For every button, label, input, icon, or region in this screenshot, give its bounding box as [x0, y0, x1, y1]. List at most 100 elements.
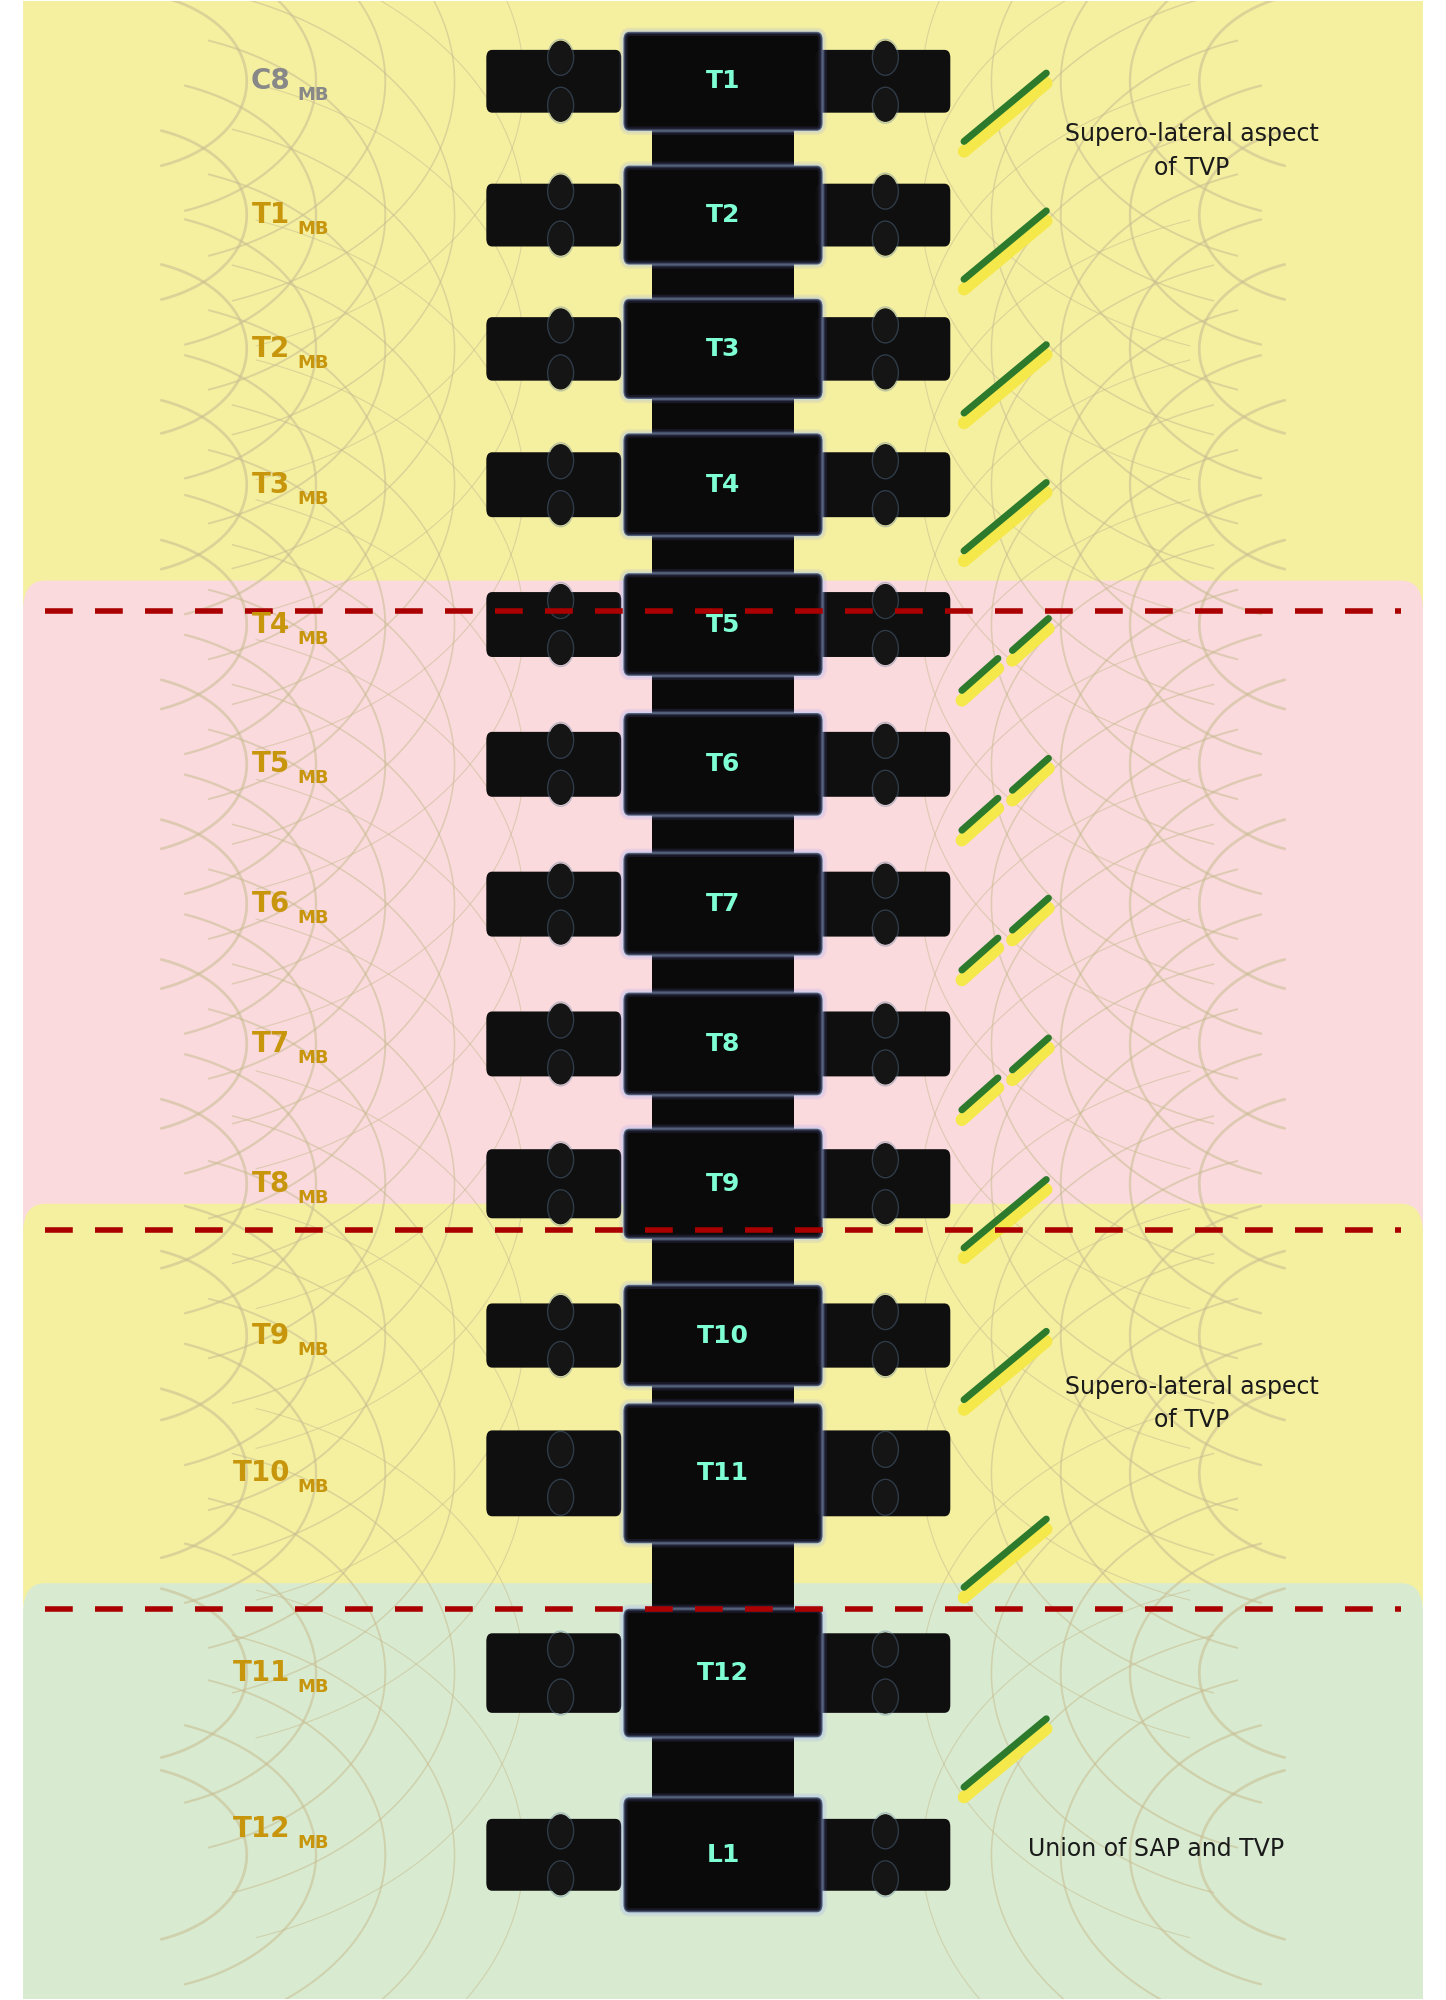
- Text: T5: T5: [252, 750, 291, 778]
- Circle shape: [873, 1052, 897, 1084]
- FancyBboxPatch shape: [486, 1304, 622, 1368]
- Text: MB: MB: [298, 220, 328, 238]
- FancyBboxPatch shape: [623, 1608, 823, 1738]
- Text: T10: T10: [233, 1460, 291, 1488]
- Circle shape: [873, 632, 897, 664]
- Circle shape: [549, 772, 573, 804]
- Circle shape: [873, 1682, 897, 1714]
- FancyBboxPatch shape: [816, 1012, 950, 1076]
- FancyBboxPatch shape: [23, 0, 1423, 630]
- Circle shape: [549, 1052, 573, 1084]
- FancyBboxPatch shape: [816, 318, 950, 380]
- Circle shape: [549, 492, 573, 524]
- Text: Union of SAP and TVP: Union of SAP and TVP: [1028, 1836, 1284, 1860]
- Text: MB: MB: [298, 490, 328, 508]
- Text: Supero-lateral aspect
of TVP: Supero-lateral aspect of TVP: [1066, 1374, 1319, 1432]
- Text: MB: MB: [298, 630, 328, 648]
- FancyBboxPatch shape: [23, 1204, 1423, 1630]
- FancyBboxPatch shape: [486, 452, 622, 518]
- FancyBboxPatch shape: [623, 712, 823, 816]
- Text: T2: T2: [252, 334, 291, 362]
- Circle shape: [873, 1344, 897, 1376]
- Circle shape: [873, 90, 897, 122]
- Text: T11: T11: [233, 1660, 291, 1688]
- Text: L1: L1: [706, 1842, 740, 1866]
- FancyBboxPatch shape: [486, 318, 622, 380]
- FancyBboxPatch shape: [486, 50, 622, 112]
- Text: MB: MB: [298, 770, 328, 788]
- Bar: [652, 1088, 794, 1140]
- Text: C8: C8: [250, 68, 291, 96]
- Circle shape: [549, 912, 573, 944]
- Text: MB: MB: [298, 1478, 328, 1496]
- Bar: [652, 1230, 794, 1288]
- Bar: [652, 392, 794, 442]
- Text: MB: MB: [298, 1048, 328, 1066]
- FancyBboxPatch shape: [623, 1128, 823, 1238]
- FancyBboxPatch shape: [623, 1798, 823, 1912]
- FancyBboxPatch shape: [816, 732, 950, 796]
- Circle shape: [549, 1192, 573, 1224]
- Text: T10: T10: [697, 1324, 749, 1348]
- Circle shape: [873, 1814, 897, 1846]
- Text: MB: MB: [298, 1834, 328, 1852]
- Text: T3: T3: [706, 336, 740, 360]
- Circle shape: [549, 90, 573, 122]
- Circle shape: [549, 176, 573, 208]
- Bar: [652, 256, 794, 308]
- FancyBboxPatch shape: [23, 1584, 1423, 2000]
- Text: T12: T12: [233, 1814, 291, 1842]
- Circle shape: [549, 724, 573, 756]
- FancyBboxPatch shape: [486, 1430, 622, 1516]
- Circle shape: [549, 1634, 573, 1666]
- Circle shape: [549, 1814, 573, 1846]
- FancyBboxPatch shape: [486, 1818, 622, 1890]
- FancyBboxPatch shape: [623, 1284, 823, 1386]
- FancyBboxPatch shape: [816, 592, 950, 656]
- FancyBboxPatch shape: [816, 452, 950, 518]
- Text: T9: T9: [252, 1322, 291, 1350]
- Text: T6: T6: [706, 752, 740, 776]
- FancyBboxPatch shape: [486, 184, 622, 246]
- Text: T4: T4: [706, 472, 740, 496]
- Circle shape: [873, 864, 897, 896]
- Circle shape: [549, 584, 573, 616]
- FancyBboxPatch shape: [816, 1304, 950, 1368]
- FancyBboxPatch shape: [486, 872, 622, 936]
- Text: T9: T9: [706, 1172, 740, 1196]
- Text: Supero-lateral aspect
of TVP: Supero-lateral aspect of TVP: [1066, 122, 1319, 180]
- FancyBboxPatch shape: [623, 32, 823, 130]
- Text: T6: T6: [252, 890, 291, 918]
- Circle shape: [873, 1482, 897, 1514]
- FancyBboxPatch shape: [623, 574, 823, 676]
- Text: T1: T1: [706, 70, 740, 94]
- FancyBboxPatch shape: [486, 732, 622, 796]
- Circle shape: [549, 1144, 573, 1176]
- FancyBboxPatch shape: [486, 592, 622, 656]
- FancyBboxPatch shape: [486, 1012, 622, 1076]
- Text: T8: T8: [706, 1032, 740, 1056]
- FancyBboxPatch shape: [816, 1634, 950, 1712]
- Circle shape: [873, 444, 897, 476]
- Text: T8: T8: [252, 1170, 291, 1198]
- Circle shape: [549, 864, 573, 896]
- Circle shape: [549, 1482, 573, 1514]
- FancyBboxPatch shape: [816, 1818, 950, 1890]
- Circle shape: [549, 1682, 573, 1714]
- Bar: [652, 948, 794, 1000]
- Circle shape: [549, 1862, 573, 1894]
- Circle shape: [873, 42, 897, 74]
- Text: MB: MB: [298, 1678, 328, 1696]
- FancyBboxPatch shape: [816, 50, 950, 112]
- Circle shape: [873, 356, 897, 388]
- Text: T4: T4: [252, 610, 291, 638]
- Bar: [652, 1536, 794, 1612]
- Circle shape: [873, 1296, 897, 1328]
- Text: MB: MB: [298, 86, 328, 104]
- Text: T12: T12: [697, 1662, 749, 1686]
- Circle shape: [873, 724, 897, 756]
- FancyBboxPatch shape: [623, 992, 823, 1096]
- FancyBboxPatch shape: [816, 872, 950, 936]
- FancyBboxPatch shape: [486, 1634, 622, 1712]
- FancyBboxPatch shape: [816, 1150, 950, 1218]
